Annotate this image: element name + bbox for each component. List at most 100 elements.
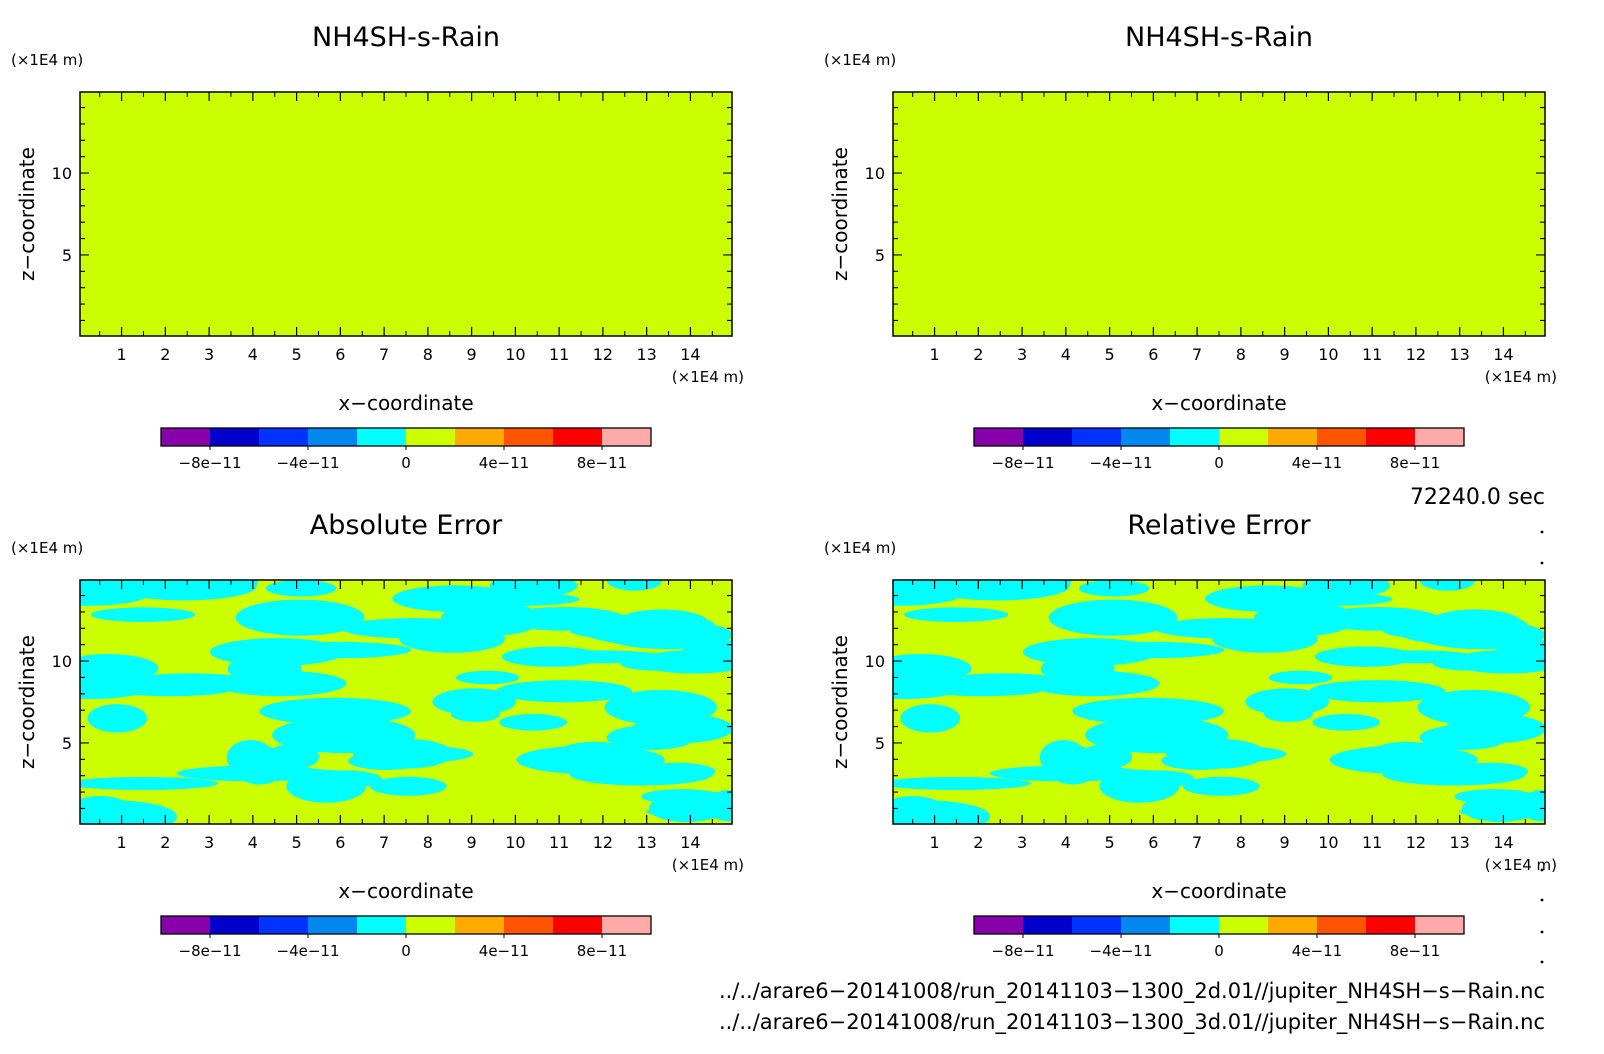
panel-1: 1 2 3 4 5 6 7 8 9 10 11 12 13 14510NH4SH-s-Rain(×1E4 …: [11, 22, 744, 472]
x-tick-label: 3: [204, 833, 214, 852]
margin-dot: [1540, 530, 1544, 534]
x-tick-label: 12: [1406, 833, 1426, 852]
heatmap-patch: [1312, 714, 1380, 731]
heatmap-patch: [1078, 580, 1150, 597]
x-tick-label: 13: [1449, 345, 1469, 364]
heatmap-patch: [1083, 674, 1134, 690]
colorbar-tick-label: 4e−11: [1292, 454, 1342, 472]
x-tick-label: 8: [1236, 833, 1246, 852]
x-tick-label: 13: [636, 345, 656, 364]
heatmap-patch: [1302, 580, 1391, 598]
heatmap-patch: [1454, 789, 1536, 804]
x-tick-label: 7: [379, 345, 389, 364]
heatmap-patch: [706, 790, 732, 822]
x-tick-label: 6: [1148, 833, 1158, 852]
heatmap-patch: [893, 653, 972, 683]
x-tick-label: 10: [1318, 833, 1338, 852]
colorbar-tick-label: 8e−11: [1390, 454, 1440, 472]
x-tick-label: 11: [1362, 833, 1382, 852]
colorbar: −8e−11 −4e−11 0 4e−11 8e−11: [160, 427, 652, 472]
x-tick-label: 2: [160, 833, 170, 852]
colorbar-tick-label: 4e−11: [479, 942, 529, 960]
panel-title: Relative Error: [1127, 510, 1311, 541]
heatmap-patch: [1253, 601, 1356, 636]
x-unit-label: (×1E4 m): [1485, 856, 1557, 874]
colorbar-swatch: [259, 916, 309, 934]
x-tick-label: 11: [1362, 345, 1382, 364]
x-tick-label: 14: [680, 833, 700, 852]
heatmap-patch: [554, 741, 634, 772]
margin-dot: [1540, 561, 1544, 565]
heatmap-patch: [1245, 688, 1329, 716]
y-axis-label: z−coordinate: [828, 147, 852, 281]
x-tick-label: 8: [423, 345, 433, 364]
heatmap-patch: [632, 713, 732, 744]
colorbar-swatch: [308, 428, 358, 446]
colorbar-swatch: [1219, 428, 1269, 446]
x-tick-label: 11: [549, 345, 569, 364]
colorbar-swatch: [161, 916, 211, 934]
x-tick-label: 3: [204, 345, 214, 364]
margin-dot: [1540, 960, 1544, 964]
colorbar-tick-label: 8e−11: [577, 942, 627, 960]
heatmap-patch: [626, 620, 677, 639]
heatmap-patch: [237, 745, 284, 773]
x-tick-label: 4: [248, 833, 258, 852]
heatmap-patch: [1124, 770, 1195, 788]
y-tick-label: 5: [62, 734, 72, 753]
x-tick-label: 1: [116, 345, 126, 364]
x-unit-label: (×1E4 m): [1485, 368, 1557, 386]
heatmap-patch: [502, 606, 626, 631]
margin-dot: [1540, 868, 1544, 872]
x-tick-label: 2: [973, 345, 983, 364]
colorbar-tick-label: −8e−11: [179, 454, 242, 472]
colorbar-tick-label: −8e−11: [179, 942, 242, 960]
x-tick-label: 12: [593, 833, 613, 852]
heatmap-patch: [1050, 745, 1097, 773]
y-tick-label: 5: [875, 734, 885, 753]
colorbar-swatch: [1170, 428, 1220, 446]
x-tick-label: 4: [1061, 833, 1071, 852]
x-tick-label: 7: [1192, 345, 1202, 364]
heatmap-patch: [1263, 706, 1313, 722]
colorbar-tick-label: 0: [1214, 454, 1224, 472]
heatmap-patch: [900, 704, 960, 733]
heatmap-patch: [606, 580, 663, 591]
x-tick-label: 7: [1192, 833, 1202, 852]
heatmap-patch: [1057, 609, 1110, 629]
heatmap-patch: [1419, 580, 1476, 591]
x-tick-label: 10: [505, 345, 525, 364]
colorbar-tick-label: 8e−11: [1390, 942, 1440, 960]
file-path-label: ../../arare6−20141008/run_20141103−1300_…: [719, 979, 1545, 1004]
heatmap-patch: [1161, 751, 1237, 770]
colorbar-swatch: [1121, 916, 1171, 934]
y-tick-label: 10: [52, 164, 72, 183]
x-axis-label: x−coordinate: [1151, 879, 1286, 903]
heatmap-patch: [539, 650, 665, 664]
heatmap-patch: [432, 688, 516, 716]
heatmap-field: [893, 92, 1545, 336]
colorbar: −8e−11 −4e−11 0 4e−11 8e−11: [160, 915, 652, 960]
heatmap-patch: [1268, 670, 1333, 685]
heatmap-patch: [91, 607, 196, 622]
heatmap-patch: [943, 673, 1063, 688]
x-tick-label: 6: [335, 833, 345, 852]
colorbar-swatch: [1317, 428, 1367, 446]
colorbar-swatch: [602, 916, 652, 934]
colorbar-swatch: [455, 428, 505, 446]
panel-2: 1 2 3 4 5 6 7 8 9 10 11 12 13 14510NH4SH-s-Rain(×1E4 …: [824, 22, 1557, 472]
heatmap-patch: [348, 751, 424, 770]
heatmap-patch: [259, 697, 411, 725]
heatmap-patch: [369, 776, 447, 796]
x-tick-label: 1: [116, 833, 126, 852]
colorbar-swatch: [308, 916, 358, 934]
heatmap-patch: [80, 776, 219, 791]
heatmap-patch: [893, 796, 948, 824]
x-tick-label: 12: [1406, 345, 1426, 364]
y-tick-label: 5: [875, 246, 885, 265]
colorbar-tick-label: −8e−11: [992, 454, 1055, 472]
x-tick-label: 2: [160, 345, 170, 364]
colorbar-tick-label: −4e−11: [277, 942, 340, 960]
heatmap-patch: [496, 680, 633, 703]
